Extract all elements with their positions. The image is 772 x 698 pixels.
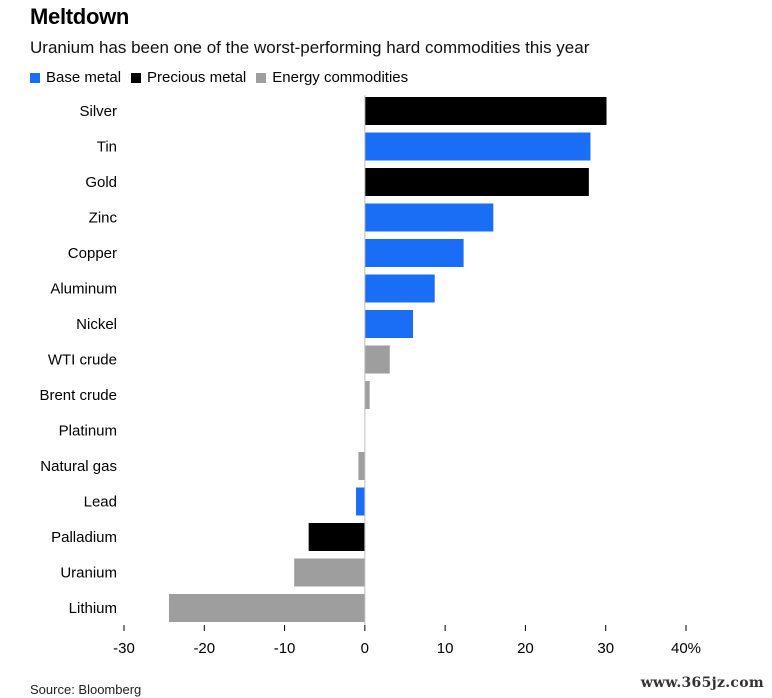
legend-label-energy-commodities: Energy commodities [272,69,409,86]
category-label-lead: Lead [84,494,117,511]
bar-lithium [168,594,365,622]
bar-wti-crude [364,345,390,374]
source-note: Source: Bloomberg [30,682,142,697]
category-label-uranium: Uranium [60,565,117,582]
x-tick-label: 0 [361,640,369,657]
category-label-palladium: Palladium [51,529,117,546]
category-label-silver: Silver [79,103,117,120]
legend-item-base-metal: Base metal [30,69,121,86]
bar-brent-crude [364,381,370,409]
chart-subtitle: Uranium has been one of the worst-perfor… [30,38,590,57]
bar-uranium [294,558,365,587]
category-label-copper: Copper [68,245,117,262]
bar-silver [364,97,607,125]
category-label-nickel: Nickel [76,316,117,333]
watermark: www.365jz.com [640,675,764,691]
x-tick-label: 30 [597,640,614,657]
bar-lead [356,487,365,516]
bar-zinc [364,203,494,232]
category-label-brent-crude: Brent crude [39,387,117,404]
legend: Base metal Precious metal Energy commodi… [30,69,418,86]
category-label-platinum: Platinum [59,423,117,440]
x-tick-label: 40% [671,640,701,657]
bar-nickel [364,310,414,338]
bar-palladium [308,523,365,551]
x-tick-label: -30 [113,640,135,657]
x-tick-label: -20 [193,640,215,657]
category-label-zinc: Zinc [89,210,118,227]
x-tick-label: -10 [274,640,296,657]
chart-title: Meltdown [30,4,130,29]
category-label-wti-crude: WTI crude [48,352,117,369]
category-label-natural-gas: Natural gas [40,458,117,475]
bar-tin [364,132,591,161]
category-label-tin: Tin [97,139,117,156]
category-label-gold: Gold [85,174,117,191]
bar-gold [364,168,589,196]
bar-aluminum [364,274,435,303]
legend-label-base-metal: Base metal [46,69,122,86]
category-label-lithium: Lithium [69,600,117,617]
bar-natural-gas [358,452,365,480]
category-label-aluminum: Aluminum [50,281,117,298]
x-tick-label: 20 [517,640,534,657]
legend-swatch-precious-metal [131,72,142,83]
legend-swatch-energy-commodities [256,72,267,83]
legend-label-precious-metal: Precious metal [147,69,247,86]
legend-item-precious-metal: Precious metal [131,69,246,86]
x-tick-label: 10 [437,640,454,657]
legend-item-energy-commodities: Energy commodities [256,69,408,86]
bar-copper [364,239,464,267]
legend-swatch-base-metal [30,72,40,83]
